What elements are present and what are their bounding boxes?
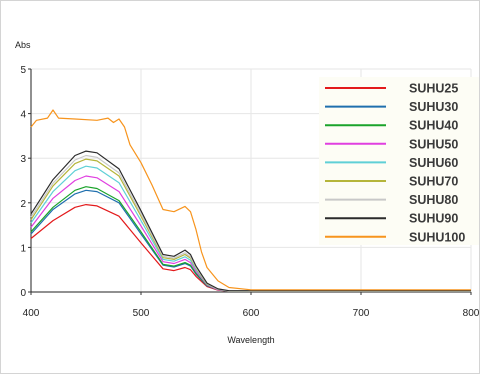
legend-label-suhu100: SUHU100 bbox=[409, 230, 465, 244]
series-line-suhu100 bbox=[30, 109, 471, 291]
legend-label-suhu30: SUHU30 bbox=[409, 100, 458, 114]
x-tick-label: 600 bbox=[243, 308, 260, 319]
legend-label-suhu80: SUHU80 bbox=[409, 193, 458, 207]
x-tick-label: 800 bbox=[463, 308, 480, 319]
x-tick-label: 500 bbox=[133, 308, 150, 319]
legend-label-suhu90: SUHU90 bbox=[409, 212, 458, 226]
y-tick-label: 5 bbox=[20, 65, 26, 76]
x-tick-label: 400 bbox=[23, 308, 40, 319]
x-tick-label: 700 bbox=[353, 308, 370, 319]
x-axis-title: Wavelength bbox=[227, 335, 274, 345]
legend: SUHU25 SUHU30 SUHU40 SUHU50 SUHU60 SUHU70 SUHU… bbox=[319, 77, 479, 245]
series-line-suhu90 bbox=[30, 150, 471, 292]
legend-label-suhu70: SUHU70 bbox=[409, 175, 458, 189]
tick-labels: 0 1 2 3 4 5 400 500 600 700 800 bbox=[20, 65, 479, 319]
legend-label-suhu60: SUHU60 bbox=[409, 156, 458, 170]
y-tick-label: 4 bbox=[20, 110, 26, 121]
y-axis-title: Abs bbox=[15, 40, 31, 50]
y-tick-label: 2 bbox=[20, 199, 26, 210]
y-tick-label: 0 bbox=[20, 288, 26, 299]
legend-label-suhu25: SUHU25 bbox=[409, 82, 458, 96]
series-lines bbox=[30, 109, 471, 292]
legend-background bbox=[319, 77, 479, 245]
y-tick-label: 1 bbox=[20, 243, 26, 254]
legend-label-suhu40: SUHU40 bbox=[409, 119, 458, 133]
legend-label-suhu50: SUHU50 bbox=[409, 137, 458, 151]
legend-items: SUHU25 SUHU30 SUHU40 SUHU50 SUHU60 SUHU70 SUHU… bbox=[325, 82, 465, 244]
y-tick-label: 3 bbox=[20, 154, 26, 165]
